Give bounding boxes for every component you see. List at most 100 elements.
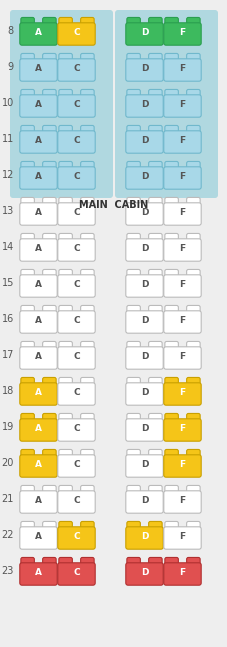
FancyBboxPatch shape: [59, 558, 72, 571]
Text: C: C: [73, 64, 80, 73]
FancyBboxPatch shape: [126, 131, 163, 153]
FancyBboxPatch shape: [127, 558, 140, 571]
Text: A: A: [35, 280, 42, 289]
FancyBboxPatch shape: [21, 162, 34, 175]
Text: F: F: [179, 568, 185, 577]
FancyBboxPatch shape: [187, 197, 200, 210]
Text: 14: 14: [2, 241, 14, 252]
FancyBboxPatch shape: [149, 305, 162, 318]
FancyBboxPatch shape: [21, 305, 34, 318]
Text: D: D: [141, 244, 148, 253]
FancyBboxPatch shape: [187, 485, 200, 499]
FancyBboxPatch shape: [81, 234, 94, 247]
FancyBboxPatch shape: [20, 203, 57, 225]
FancyBboxPatch shape: [59, 162, 72, 175]
FancyBboxPatch shape: [127, 89, 140, 103]
FancyBboxPatch shape: [43, 162, 56, 175]
FancyBboxPatch shape: [81, 485, 94, 499]
FancyBboxPatch shape: [127, 126, 140, 138]
FancyBboxPatch shape: [126, 311, 163, 333]
FancyBboxPatch shape: [165, 234, 178, 247]
FancyBboxPatch shape: [59, 54, 72, 67]
FancyBboxPatch shape: [187, 17, 200, 30]
FancyBboxPatch shape: [81, 342, 94, 355]
FancyBboxPatch shape: [126, 527, 163, 549]
Text: A: A: [35, 352, 42, 361]
FancyBboxPatch shape: [20, 563, 57, 585]
Text: 20: 20: [2, 457, 14, 468]
Text: D: D: [141, 424, 148, 433]
FancyBboxPatch shape: [149, 485, 162, 499]
Text: D: D: [141, 568, 148, 577]
FancyBboxPatch shape: [187, 450, 200, 463]
FancyBboxPatch shape: [81, 17, 94, 30]
Text: A: A: [35, 244, 42, 253]
FancyBboxPatch shape: [164, 383, 201, 405]
FancyBboxPatch shape: [21, 89, 34, 103]
Text: A: A: [35, 64, 42, 73]
FancyBboxPatch shape: [59, 305, 72, 318]
Text: A: A: [35, 172, 42, 181]
FancyBboxPatch shape: [21, 558, 34, 571]
FancyBboxPatch shape: [165, 521, 178, 534]
FancyBboxPatch shape: [127, 413, 140, 426]
FancyBboxPatch shape: [20, 455, 57, 477]
Text: 18: 18: [2, 386, 14, 395]
FancyBboxPatch shape: [20, 491, 57, 513]
FancyBboxPatch shape: [59, 413, 72, 426]
Text: C: C: [73, 352, 80, 361]
Text: C: C: [73, 496, 80, 505]
FancyBboxPatch shape: [81, 197, 94, 210]
Text: D: D: [141, 280, 148, 289]
FancyBboxPatch shape: [126, 59, 163, 82]
Text: 11: 11: [2, 133, 14, 144]
FancyBboxPatch shape: [164, 23, 201, 45]
Text: F: F: [179, 64, 185, 73]
FancyBboxPatch shape: [149, 89, 162, 103]
FancyBboxPatch shape: [149, 126, 162, 138]
Text: F: F: [179, 460, 185, 469]
FancyBboxPatch shape: [58, 23, 95, 45]
FancyBboxPatch shape: [165, 342, 178, 355]
FancyBboxPatch shape: [164, 455, 201, 477]
FancyBboxPatch shape: [149, 558, 162, 571]
FancyBboxPatch shape: [165, 54, 178, 67]
Text: C: C: [73, 280, 80, 289]
FancyBboxPatch shape: [165, 558, 178, 571]
FancyBboxPatch shape: [43, 17, 56, 30]
Text: 16: 16: [2, 314, 14, 324]
Text: D: D: [141, 28, 148, 37]
Text: 8: 8: [8, 25, 14, 36]
FancyBboxPatch shape: [20, 59, 57, 82]
FancyBboxPatch shape: [127, 17, 140, 30]
FancyBboxPatch shape: [43, 54, 56, 67]
FancyBboxPatch shape: [81, 54, 94, 67]
FancyBboxPatch shape: [164, 239, 201, 261]
FancyBboxPatch shape: [187, 377, 200, 391]
FancyBboxPatch shape: [43, 269, 56, 283]
Text: C: C: [73, 136, 80, 145]
Text: C: C: [73, 460, 80, 469]
FancyBboxPatch shape: [20, 311, 57, 333]
Text: C: C: [73, 208, 80, 217]
FancyBboxPatch shape: [149, 17, 162, 30]
FancyBboxPatch shape: [21, 377, 34, 391]
FancyBboxPatch shape: [59, 89, 72, 103]
FancyBboxPatch shape: [43, 197, 56, 210]
Text: F: F: [179, 28, 185, 37]
FancyBboxPatch shape: [127, 269, 140, 283]
FancyBboxPatch shape: [164, 563, 201, 585]
Text: A: A: [35, 316, 42, 325]
FancyBboxPatch shape: [165, 162, 178, 175]
FancyBboxPatch shape: [58, 383, 95, 405]
FancyBboxPatch shape: [164, 131, 201, 153]
FancyBboxPatch shape: [21, 521, 34, 534]
FancyBboxPatch shape: [126, 167, 163, 189]
Text: A: A: [35, 100, 42, 109]
FancyBboxPatch shape: [21, 450, 34, 463]
FancyBboxPatch shape: [59, 450, 72, 463]
FancyBboxPatch shape: [20, 95, 57, 117]
FancyBboxPatch shape: [187, 269, 200, 283]
Text: F: F: [179, 316, 185, 325]
FancyBboxPatch shape: [126, 203, 163, 225]
